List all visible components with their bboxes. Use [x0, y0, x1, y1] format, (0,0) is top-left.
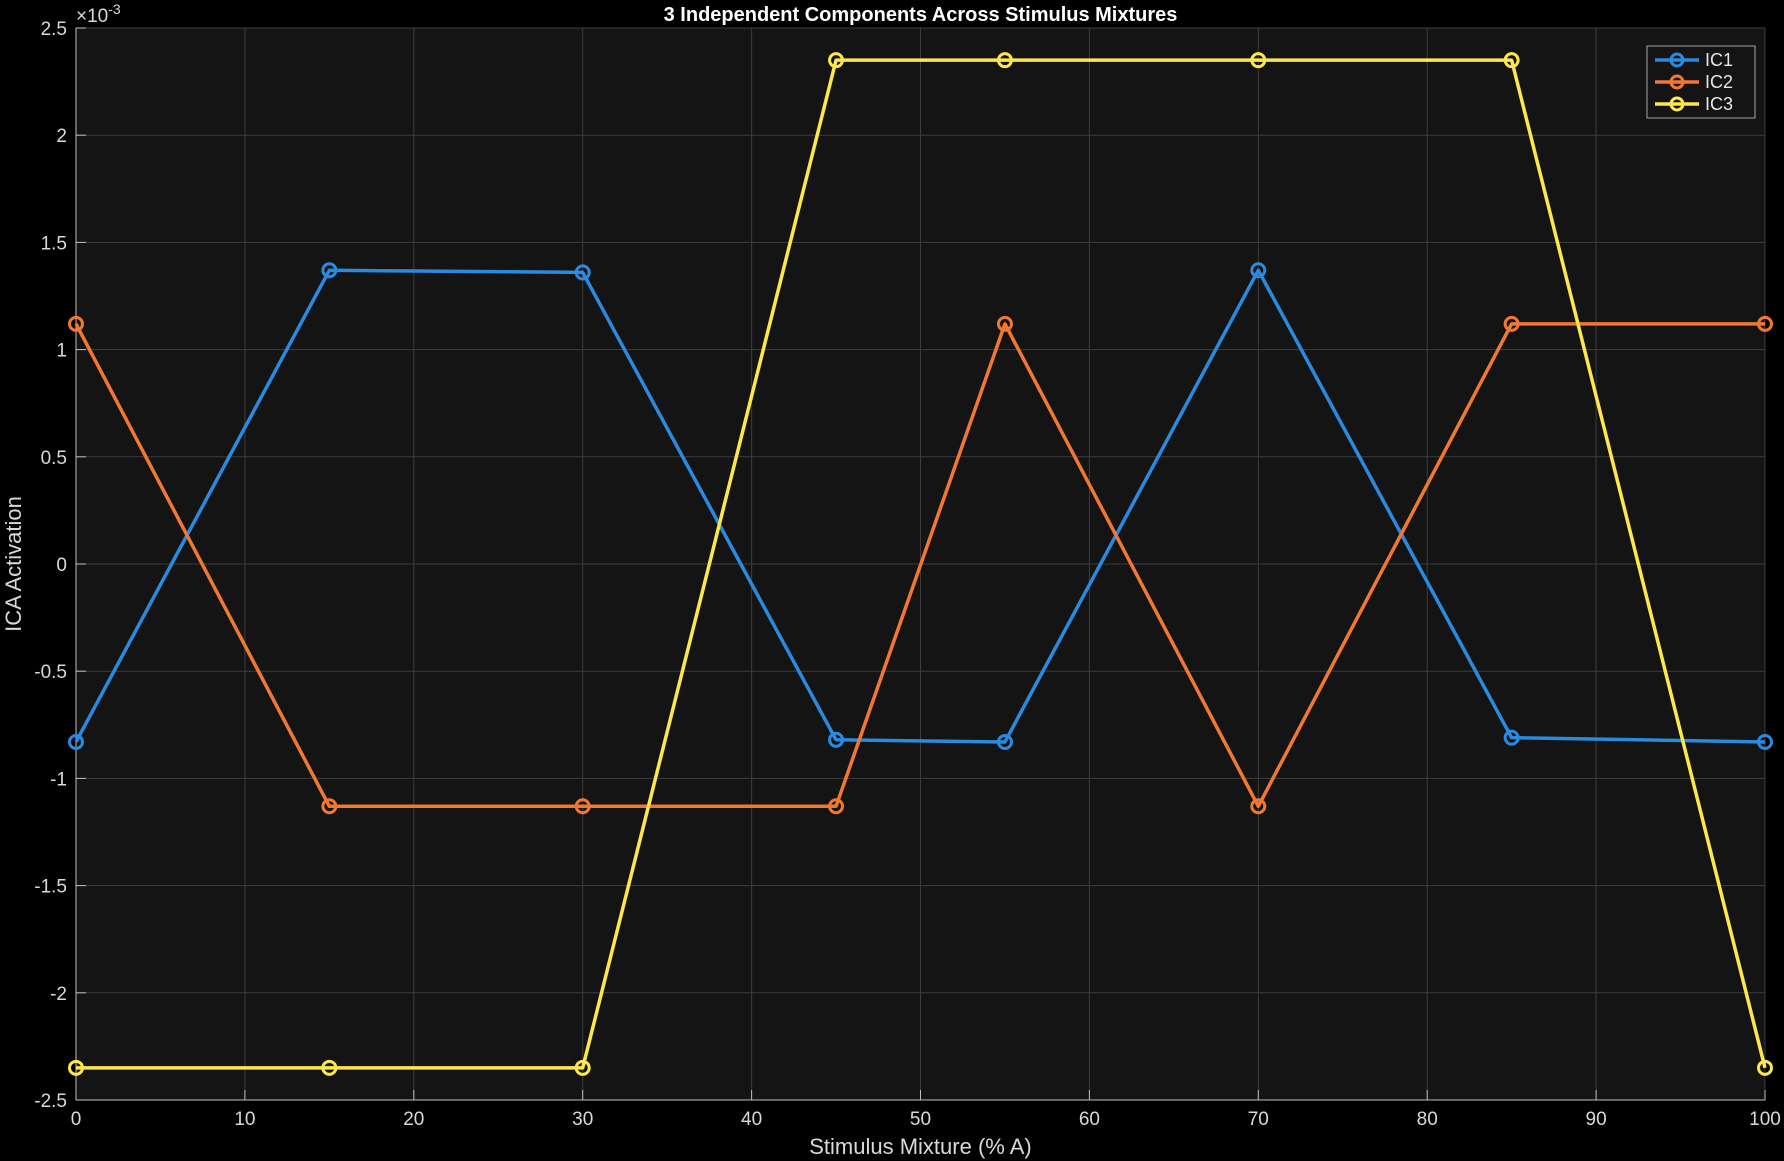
data-point [1757, 733, 1773, 750]
x-tick-label: 90 [1586, 1109, 1607, 1130]
series-line [74, 322, 1765, 809]
data-point [828, 798, 845, 815]
data-point [68, 1059, 84, 1076]
y-axis-exponent: ×10-3 [76, 1, 121, 27]
y-tick-label: -2 [50, 984, 67, 1005]
data-point [574, 1059, 591, 1076]
x-tick-label: 0 [71, 1109, 82, 1130]
y-tick-label: 1.5 [41, 233, 67, 254]
series-ic2 [68, 315, 1773, 815]
chart-title: 3 Independent Components Across Stimulus… [664, 4, 1178, 26]
legend-item-ic1: IC1 [1655, 50, 1733, 70]
data-point [1757, 315, 1773, 332]
y-tick-label: 2 [56, 126, 67, 147]
x-tick-label: 30 [572, 1109, 593, 1130]
data-point [996, 52, 1013, 69]
y-tick-label: -0.5 [34, 662, 67, 683]
data-point [1250, 798, 1267, 815]
y-axis-exponent-base: ×10 [76, 6, 108, 27]
y-tick-label: -1 [50, 769, 67, 790]
data-point [1250, 262, 1267, 279]
legend-item-ic3: IC3 [1655, 94, 1733, 114]
data-point [828, 52, 845, 69]
legend-marker [1669, 52, 1685, 68]
x-tick-label: 100 [1749, 1109, 1781, 1130]
legend-label: IC1 [1705, 50, 1733, 70]
x-tick-label: 50 [910, 1109, 931, 1130]
data-point [996, 315, 1013, 332]
data-point [574, 264, 591, 281]
series-ic3 [68, 52, 1773, 1076]
data-point [828, 731, 845, 748]
data-point [574, 798, 591, 815]
data-point [321, 262, 338, 279]
x-tick-label: 80 [1417, 1109, 1438, 1130]
y-tick-label: 0 [56, 555, 67, 576]
data-point [68, 315, 84, 332]
series-ic1 [68, 262, 1773, 750]
data-point [321, 1059, 338, 1076]
data-point [68, 733, 84, 750]
data-point [1757, 1059, 1773, 1076]
y-axis-exponent-power: -3 [108, 1, 121, 17]
series-group [68, 52, 1773, 1076]
x-tick-label: 60 [1079, 1109, 1100, 1130]
data-point [1503, 729, 1520, 746]
y-axis-label: ICA Activation [1, 496, 26, 632]
x-axis-label: Stimulus Mixture (% A) [809, 1134, 1032, 1159]
series-line [74, 268, 1766, 744]
y-axis-ticks: -2.5 -2 -1.5 -1 -0.5 0 0.5 1 1.5 2 2.5 [34, 19, 86, 1112]
y-tick-label: -1.5 [34, 877, 67, 898]
x-tick-label: 70 [1248, 1109, 1269, 1130]
legend-marker [1669, 74, 1685, 90]
legend-marker [1669, 96, 1685, 112]
x-tick-label: 20 [403, 1109, 424, 1130]
data-point [1250, 52, 1267, 69]
legend-label: IC3 [1705, 94, 1733, 114]
data-point [321, 798, 338, 815]
y-tick-label: 0.5 [41, 448, 67, 469]
x-tick-label: 10 [234, 1109, 255, 1130]
data-point [1503, 52, 1520, 69]
data-point [996, 733, 1013, 750]
y-tick-label: 1 [56, 341, 67, 362]
y-tick-label: 2.5 [41, 19, 67, 40]
x-tick-label: 40 [741, 1109, 762, 1130]
y-tick-label: -2.5 [34, 1091, 67, 1112]
legend-item-ic2: IC2 [1655, 72, 1733, 92]
data-point [1503, 315, 1520, 332]
series-line [76, 58, 1767, 1070]
x-axis-ticks: 0 10 20 30 40 50 60 70 80 90 100 [71, 1090, 1781, 1130]
legend-label: IC2 [1705, 72, 1733, 92]
